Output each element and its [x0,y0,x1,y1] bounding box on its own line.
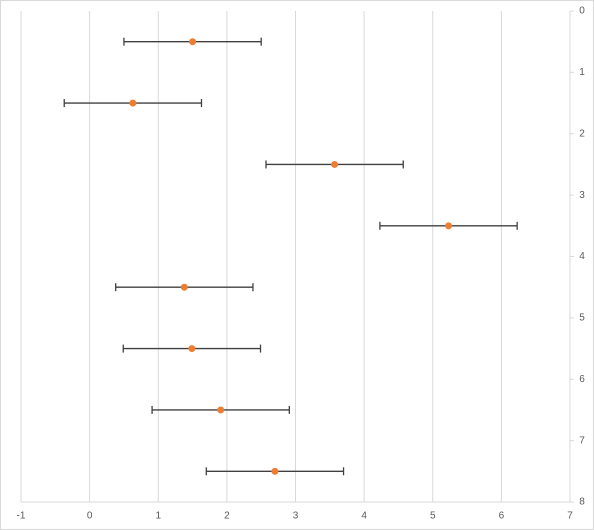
point [188,345,196,353]
x-tick-label: 6 [499,511,505,522]
x-tick-label: 5 [430,511,436,522]
x-tick-label: 0 [87,511,93,522]
y-tick-label: 3 [579,190,585,201]
point [331,160,339,168]
point [180,283,188,291]
x-tick-label: 2 [224,511,230,522]
y-tick-label: 4 [579,251,585,262]
y-tick-label: 2 [579,128,585,139]
y-tick-label: 5 [579,313,585,324]
point [445,222,453,230]
x-tick-label: 7 [567,511,573,522]
y-tick-label: 6 [579,374,585,385]
y-tick-label: 1 [579,67,585,78]
point [217,406,225,414]
x-tick-label: 1 [155,511,161,522]
point [271,467,279,475]
point [189,38,197,46]
y-tick-label: 8 [579,497,585,508]
x-tick-label: -1 [17,511,26,522]
x-tick-label: 4 [361,511,367,522]
x-tick-label: 3 [293,511,299,522]
y-tick-label: 7 [579,435,585,446]
point [129,99,137,107]
y-tick-label: 0 [579,6,585,17]
